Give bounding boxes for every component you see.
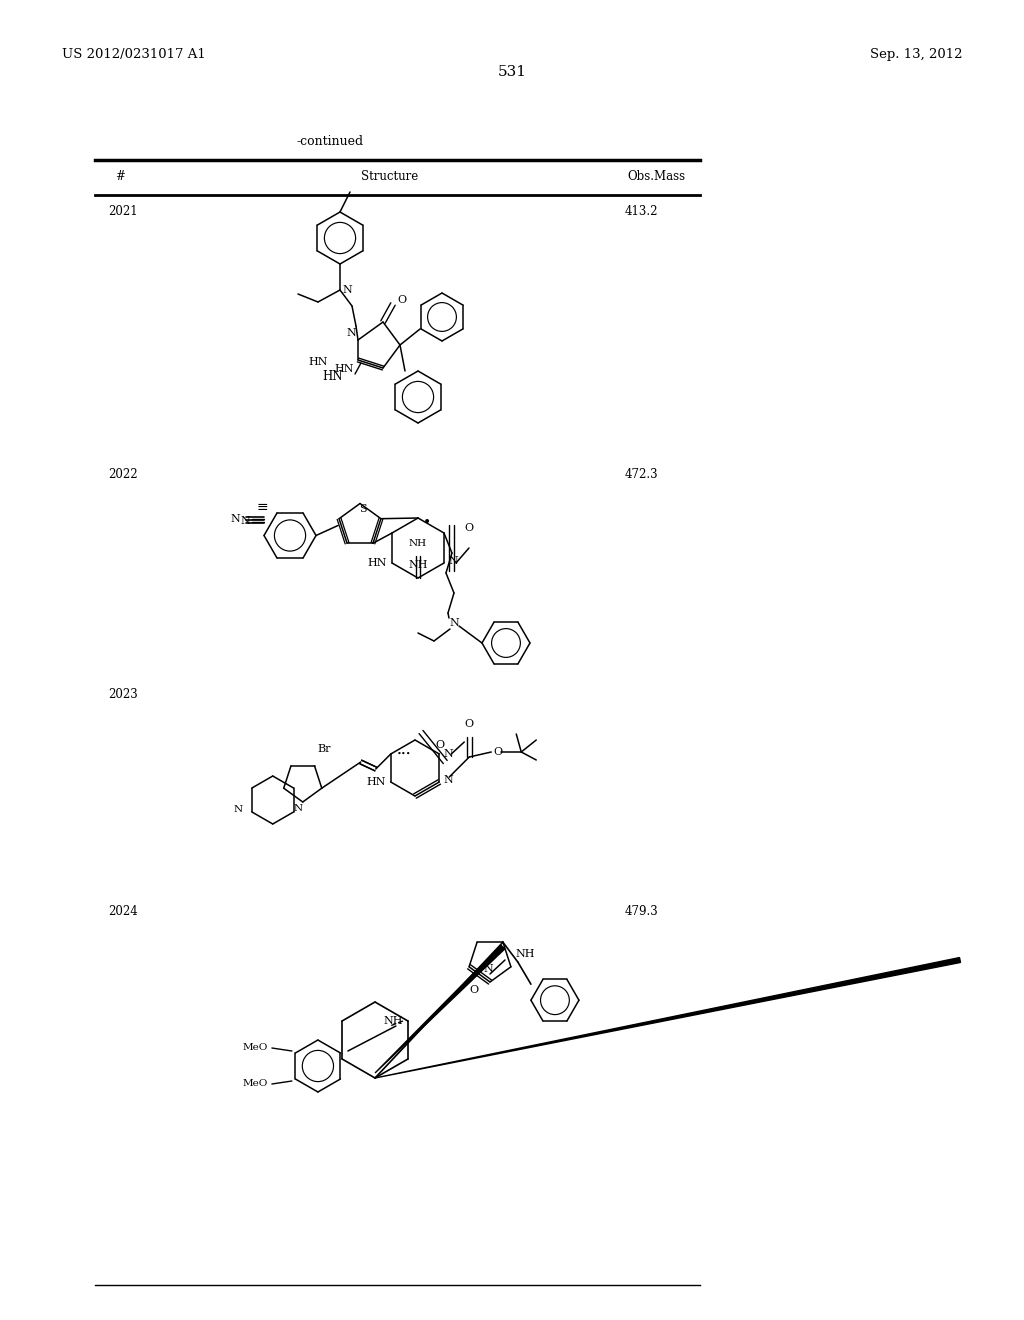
Text: 479.3: 479.3 [625,906,658,917]
Text: Br: Br [317,744,331,754]
Polygon shape [375,957,961,1078]
Text: N: N [241,516,250,525]
Text: Structure: Structure [361,170,419,183]
Text: O: O [494,747,503,756]
Text: N: N [230,515,240,524]
Text: N: N [443,775,453,785]
Text: 2022: 2022 [108,469,137,480]
Text: O: O [465,719,474,729]
Text: HN: HN [323,370,343,383]
Text: N: N [447,556,458,566]
Text: HN: HN [308,356,328,367]
Text: US 2012/0231017 A1: US 2012/0231017 A1 [62,48,206,61]
Text: HN: HN [368,558,387,568]
Text: N: N [483,964,493,974]
Text: 531: 531 [498,65,526,79]
Text: 2021: 2021 [108,205,137,218]
Text: Obs.Mass: Obs.Mass [627,170,685,183]
Text: NH: NH [409,560,428,570]
Text: NH: NH [516,949,536,958]
Text: N: N [443,748,453,759]
Text: MeO: MeO [243,1044,268,1052]
Text: 2023: 2023 [108,688,138,701]
Text: O: O [397,294,407,305]
Text: HN: HN [367,777,386,787]
Text: N: N [346,327,356,338]
Text: N: N [450,618,459,628]
Text: HN: HN [335,364,354,374]
Text: •: • [423,516,431,531]
Text: •••: ••• [396,750,411,758]
Text: NH: NH [383,1016,402,1026]
Text: O: O [435,741,444,750]
Text: ≡: ≡ [256,500,268,515]
Text: #: # [115,170,125,183]
Text: 413.2: 413.2 [625,205,658,218]
Polygon shape [375,945,505,1073]
Text: NH: NH [409,539,427,548]
Text: MeO: MeO [243,1080,268,1089]
Text: N: N [342,285,352,294]
Text: O: O [469,985,478,995]
Text: -continued: -continued [296,135,364,148]
Text: N: N [293,804,302,813]
Text: N: N [233,805,243,814]
Text: O: O [464,523,473,533]
Text: S: S [359,504,367,515]
Text: 472.3: 472.3 [625,469,658,480]
Text: 2024: 2024 [108,906,138,917]
Text: Sep. 13, 2012: Sep. 13, 2012 [869,48,962,61]
